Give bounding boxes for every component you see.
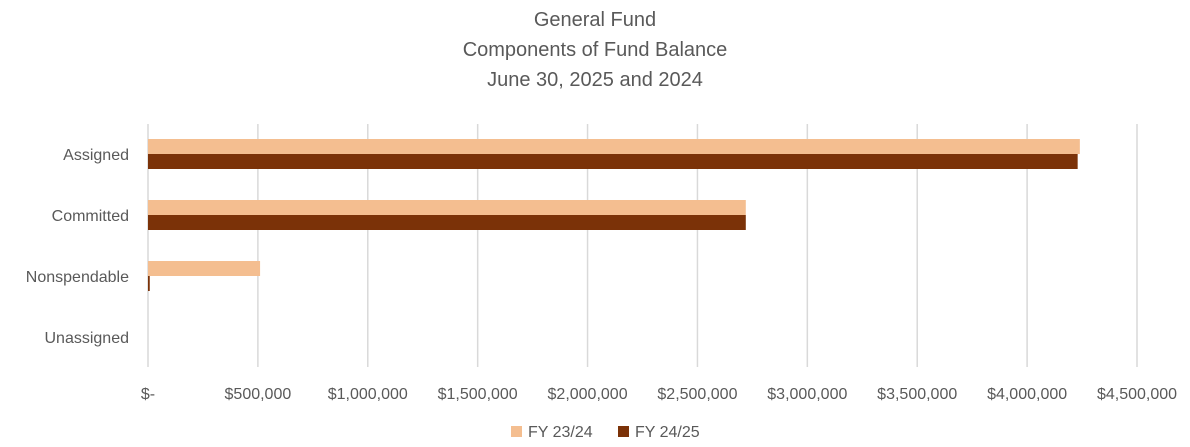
legend-label-fy-23-24: FY 23/24 (528, 424, 593, 441)
chart-title-line-2: Components of Fund Balance (463, 39, 728, 61)
bar-nonspendable-fy-23-24 (148, 261, 261, 276)
bar-assigned-fy-24-25 (148, 154, 1078, 169)
category-label-nonspendable: Nonspendable (26, 269, 129, 286)
x-tick-label-8: $4,000,000 (987, 386, 1067, 403)
bar-committed-fy-24-25 (148, 215, 746, 230)
x-tick-label-6: $3,000,000 (767, 386, 847, 403)
chart-title: General Fund Components of Fund Balance Ju… (463, 9, 728, 91)
category-labels: Assigned Committed Nonspendable Unassigned (26, 147, 129, 347)
x-tick-label-3: $1,500,000 (438, 386, 518, 403)
category-label-committed: Committed (52, 208, 129, 225)
bar-nonspendable-fy-24-25 (148, 276, 150, 291)
legend-label-fy-24-25: FY 24/25 (635, 424, 700, 441)
x-tick-label-4: $2,000,000 (548, 386, 628, 403)
x-tick-labels: $- $500,000 $1,000,000 $1,500,000 $2,000,000… (141, 386, 1177, 403)
bar-committed-fy-23-24 (148, 200, 746, 215)
x-tick-label-9: $4,500,000 (1097, 386, 1177, 403)
x-tick-label-5: $2,500,000 (657, 386, 737, 403)
category-label-assigned: Assigned (63, 147, 129, 164)
bar-assigned-fy-23-24 (148, 139, 1080, 154)
legend-swatch-fy-24-25 (618, 426, 629, 437)
x-tick-label-0: $- (141, 386, 155, 403)
x-tick-label-2: $1,000,000 (328, 386, 408, 403)
legend: FY 23/24 FY 24/25 (511, 424, 700, 441)
legend-swatch-fy-23-24 (511, 426, 522, 437)
x-tick-label-1: $500,000 (225, 386, 292, 403)
chart-title-line-1: General Fund (534, 9, 656, 31)
category-label-unassigned: Unassigned (45, 330, 130, 347)
chart-title-line-3: June 30, 2025 and 2024 (487, 69, 703, 91)
x-tick-label-7: $3,500,000 (877, 386, 957, 403)
bars (148, 139, 1080, 291)
